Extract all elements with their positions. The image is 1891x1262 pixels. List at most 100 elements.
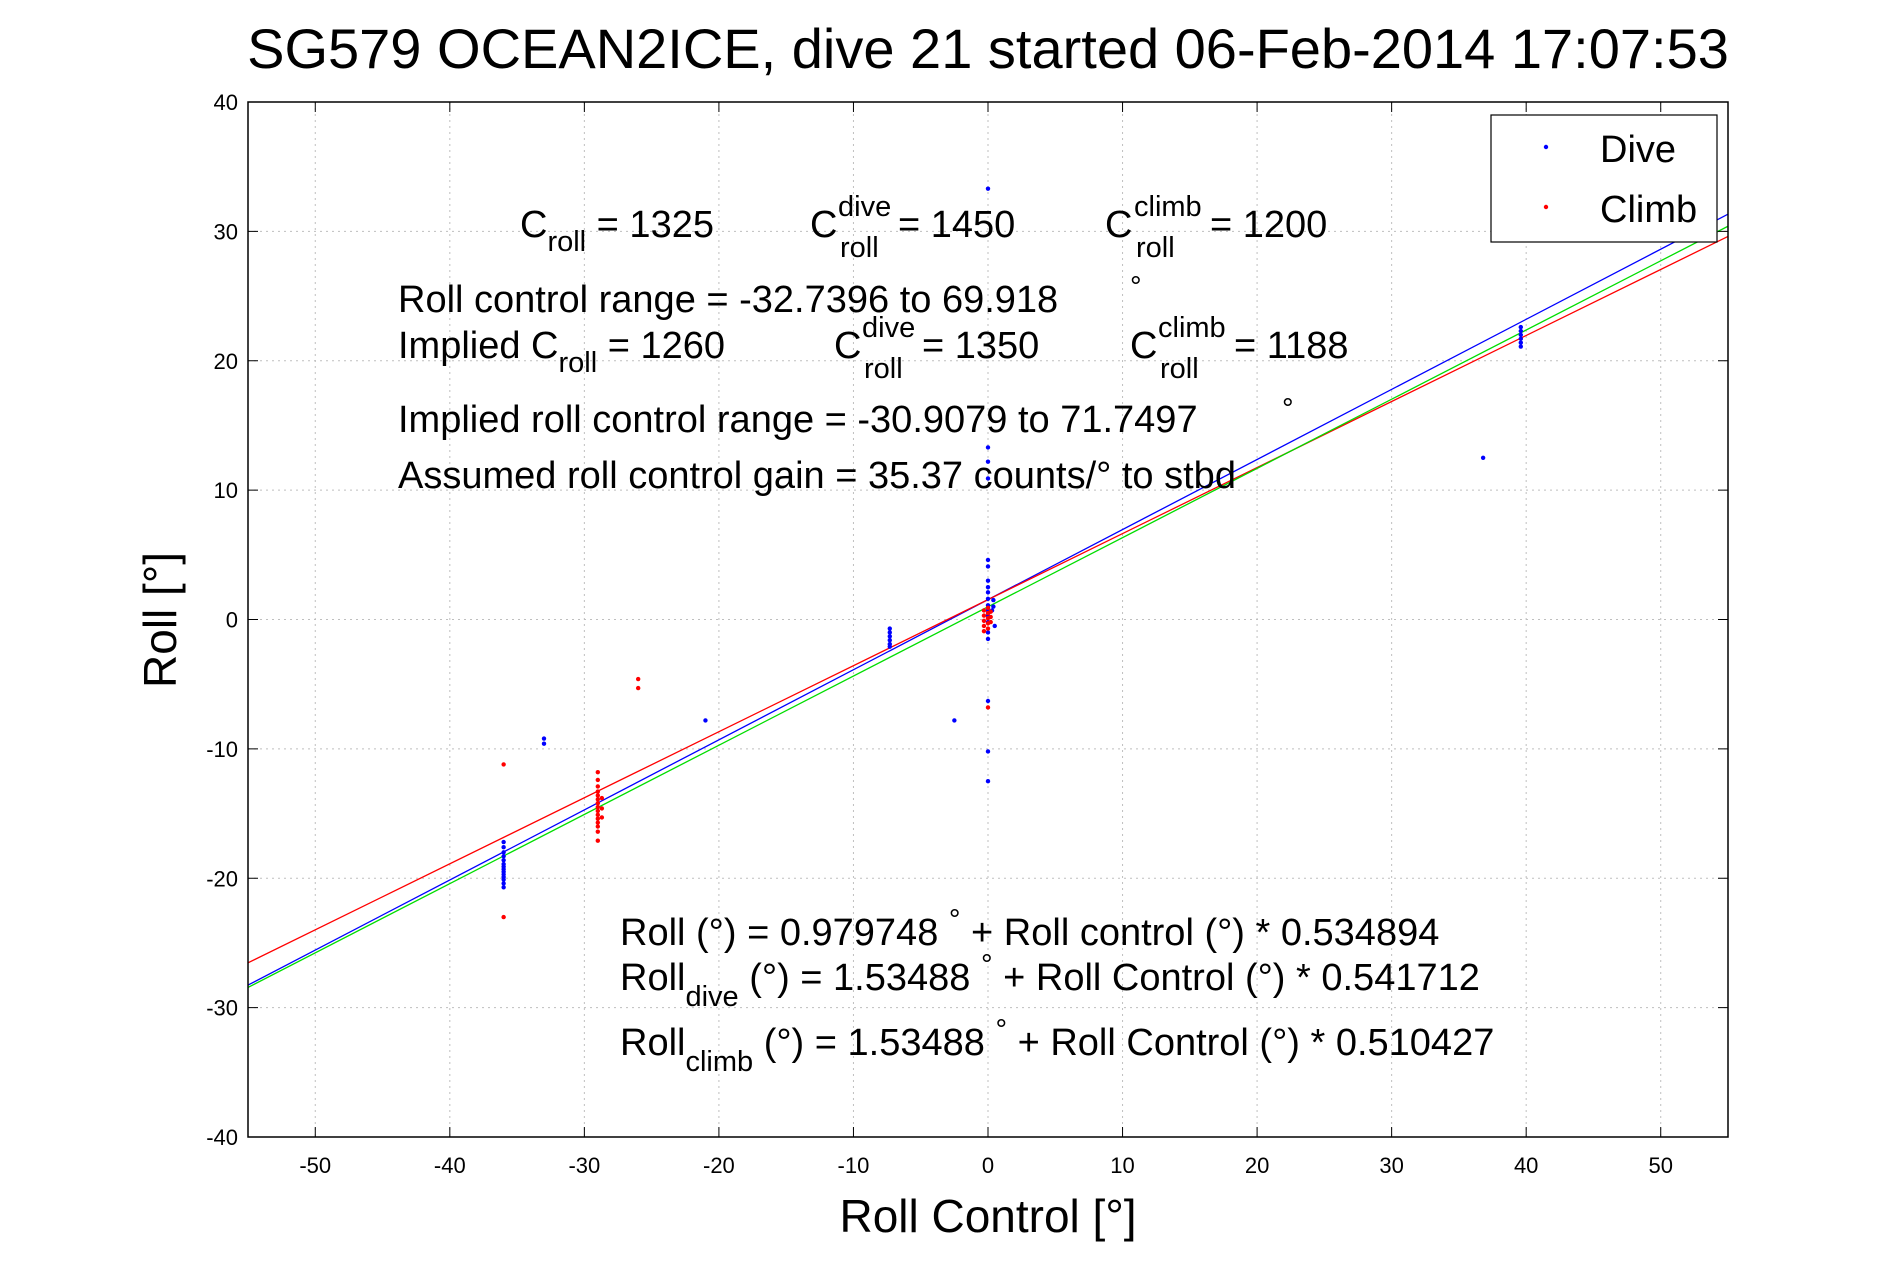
climb-point [988, 609, 993, 614]
climb-point [985, 705, 991, 710]
legend-dive-marker [1543, 144, 1549, 150]
anno-c-roll-dive-sub: roll [840, 232, 879, 264]
anno-degree-mark-1: ° [1130, 271, 1142, 303]
y-tick-label: -20 [206, 866, 238, 891]
x-tick-label: 20 [1245, 1153, 1269, 1178]
anno-degree-mark-2: ° [1282, 393, 1294, 425]
climb-point [985, 605, 991, 611]
dive-point [887, 630, 892, 635]
grid [248, 101, 1728, 1138]
dive-point [703, 718, 708, 723]
anno-c-roll-climb-sub: roll [1136, 232, 1175, 264]
anno-implied-c-roll-dive-sup: dive [862, 312, 915, 344]
dive-point [985, 578, 991, 583]
ticks: -50 -40 -30 -20 -10 0 10 20 30 40 50 -40 -30 -20 -10 0 1… [206, 90, 1728, 1178]
dive-point [985, 636, 991, 642]
anno-c-roll-dive-sup: dive [838, 191, 891, 223]
legend-climb-label: Climb [1600, 189, 1697, 231]
climb-point [981, 628, 987, 634]
dive-point [985, 749, 991, 754]
x-tick-label: -10 [838, 1153, 870, 1178]
legend-dive-label: Dive [1600, 129, 1676, 171]
dive-point [887, 626, 892, 631]
climb-point [595, 812, 601, 818]
x-tick-label: -50 [299, 1153, 331, 1178]
dive-point [985, 445, 991, 450]
y-tick-label: -10 [206, 737, 238, 762]
y-tick-label: 20 [214, 349, 238, 374]
dive-point [985, 698, 991, 704]
x-tick-label: 0 [982, 1153, 994, 1178]
dive-point [991, 597, 996, 603]
climb-point [981, 613, 987, 618]
anno-c-roll-climb: C [1105, 204, 1132, 246]
climb-point [501, 762, 506, 767]
anno-implied-c-roll-climb: C [1130, 325, 1157, 367]
dive-point [1480, 455, 1486, 460]
dive-point [985, 186, 991, 191]
dive-point [887, 644, 892, 649]
dive-point [1518, 344, 1524, 349]
x-tick-label: 40 [1514, 1153, 1538, 1178]
dive-point [985, 584, 991, 590]
dive-point [1518, 328, 1524, 334]
legend-climb-marker [1543, 204, 1549, 210]
dive-point [985, 557, 991, 563]
dive-point [985, 476, 991, 481]
climb-point [635, 676, 641, 682]
dive-point [952, 718, 957, 723]
anno-implied-c-roll-dive-sub: roll [864, 353, 903, 385]
climb-point [595, 797, 601, 802]
climb-point [985, 626, 991, 631]
dive-point [985, 459, 991, 464]
climb-point [595, 801, 601, 806]
climb-point [595, 784, 601, 789]
x-tick-label: 50 [1648, 1153, 1672, 1178]
y-tick-label: -40 [206, 1125, 238, 1150]
dive-point [1518, 336, 1524, 341]
y-tick-label: -30 [206, 996, 238, 1021]
y-tick-label: 40 [214, 90, 238, 115]
anno-eq-climb: Rollclimb (°) = 1.53488 ° + Roll Control… [620, 1014, 1494, 1078]
x-tick-label: 30 [1379, 1153, 1403, 1178]
dive-point [501, 839, 506, 845]
dive-point [541, 736, 547, 741]
anno-roll-control-range: Roll control range = -32.7396 to 69.918 [398, 279, 1058, 321]
annotations: Croll = 1325 C dive roll = 1450 C climb … [398, 191, 1494, 1078]
climb-point [635, 685, 641, 691]
data-points [501, 186, 1524, 920]
climb-point [599, 795, 605, 801]
x-tick-label: -30 [568, 1153, 600, 1178]
y-axis-label: Roll [°] [134, 552, 186, 688]
anno-implied-c-roll-dive-value: = 1350 [922, 325, 1039, 367]
dive-point [887, 638, 892, 643]
anno-c-roll-dive-value: = 1450 [898, 204, 1015, 246]
climb-point [981, 618, 987, 623]
dive-point [541, 741, 547, 746]
climb-point [595, 824, 601, 829]
dive-point [1518, 340, 1524, 345]
x-tick-label: 10 [1110, 1153, 1134, 1178]
anno-implied-c-roll-climb-value: = 1188 [1234, 325, 1348, 367]
anno-eq-dive: Rolldive (°) = 1.53488 ° + Roll Control … [620, 949, 1480, 1013]
y-tick-label: 0 [226, 608, 238, 633]
dive-point [501, 877, 506, 882]
climb-point [988, 614, 993, 620]
climb-point [595, 804, 601, 810]
anno-implied-c-roll-climb-sub: roll [1160, 353, 1199, 385]
x-tick-label: -20 [703, 1153, 735, 1178]
dive-point [501, 885, 506, 890]
dive-point [991, 604, 996, 609]
climb-point [595, 838, 601, 843]
anno-c-roll-climb-sup: climb [1134, 191, 1202, 223]
dive-point [985, 630, 991, 635]
climb-point [595, 820, 601, 825]
climb-point [599, 815, 605, 820]
dive-point [887, 634, 892, 639]
legend: Dive Climb [1490, 114, 1718, 243]
climb-point [595, 816, 601, 821]
x-axis-label: Roll Control [°] [839, 1190, 1136, 1242]
y-tick-label: 10 [214, 478, 238, 503]
chart-title: SG579 OCEAN2ICE, dive 21 started 06-Feb-… [247, 17, 1729, 80]
